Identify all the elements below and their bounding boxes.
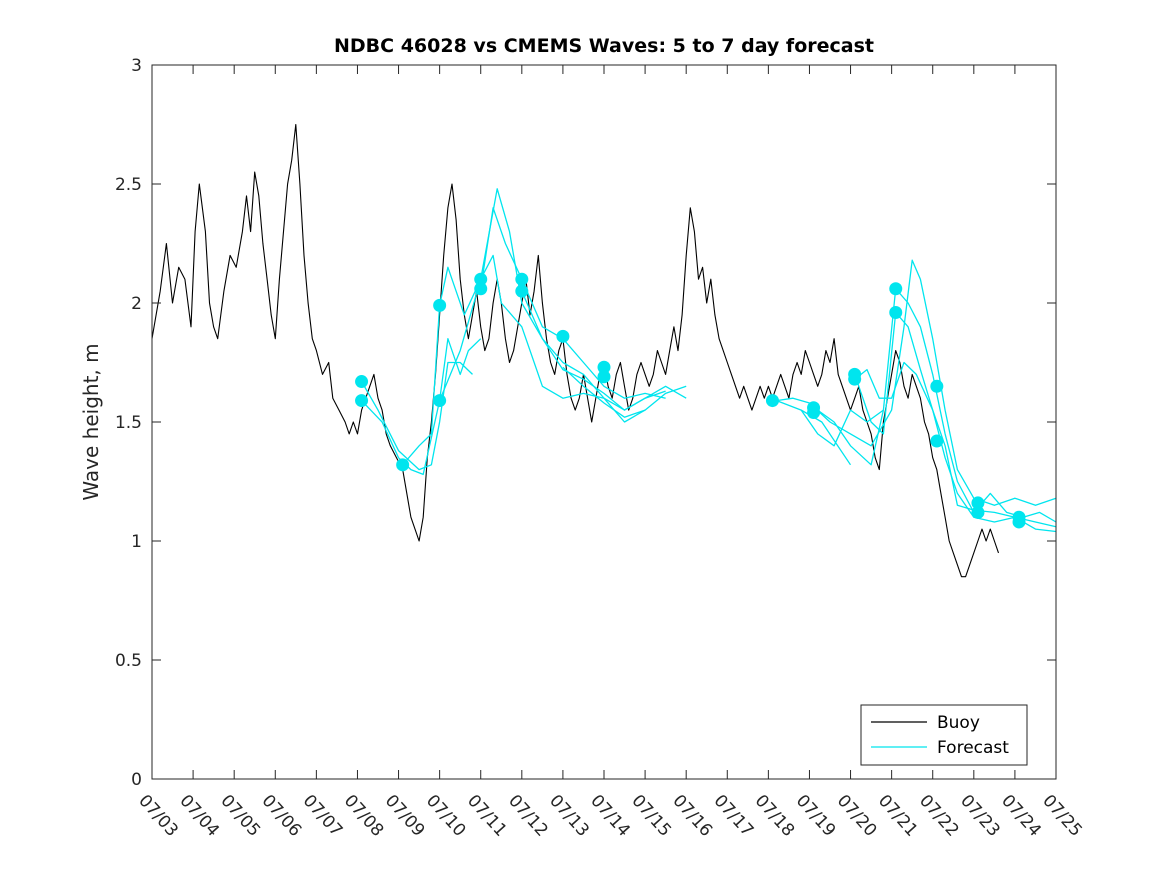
plot-area <box>151 64 1057 780</box>
forecast-series-line-0 <box>361 361 473 471</box>
forecast-marker-2 <box>396 458 410 472</box>
forecast-marker-18 <box>889 306 903 320</box>
forecast-marker-5 <box>474 272 488 286</box>
x-tick-label-20: 07/23 <box>956 791 1004 841</box>
forecast-marker-8 <box>515 284 529 298</box>
forecast-series-line-3 <box>438 188 687 411</box>
y-tick-label-1: 0.5 <box>115 651 142 671</box>
x-tick-label-16: 07/19 <box>792 791 840 841</box>
x-tick-label-18: 07/21 <box>874 791 922 841</box>
x-tick-label-19: 07/22 <box>915 791 963 841</box>
x-tick-label-6: 07/09 <box>381 791 429 841</box>
x-tick-label-7: 07/10 <box>422 791 470 841</box>
chart-title: NDBC 46028 vs CMEMS Waves: 5 to 7 day fo… <box>334 35 874 57</box>
x-tick-label-1: 07/04 <box>175 791 223 841</box>
legend-buoy-label: Buoy <box>937 713 980 733</box>
legend-box <box>860 704 1028 766</box>
x-tick-label-11: 07/14 <box>586 791 634 841</box>
x-tick-label-2: 07/05 <box>216 791 264 841</box>
forecast-marker-17 <box>889 282 903 296</box>
forecast-series-line-5 <box>521 290 666 411</box>
forecast-marker-19 <box>930 379 944 393</box>
x-tick-label-3: 07/06 <box>258 791 306 841</box>
forecast-series-line-2 <box>402 254 687 466</box>
x-tick-label-13: 07/16 <box>668 791 716 841</box>
y-tick-label-4: 2 <box>131 294 142 314</box>
forecast-marker-12 <box>765 394 779 408</box>
y-tick-label-2: 1 <box>131 532 142 552</box>
legend: Buoy Forecast <box>860 704 1028 766</box>
forecast-marker-3 <box>433 298 447 312</box>
x-tick-label-12: 07/15 <box>627 791 675 841</box>
forecast-series-line-6 <box>562 366 646 418</box>
forecast-marker-10 <box>597 360 611 374</box>
forecast-marker-21 <box>971 496 985 510</box>
x-tick-label-5: 07/08 <box>340 791 388 841</box>
x-tick-label-9: 07/12 <box>504 791 552 841</box>
x-tick-label-0: 07/03 <box>134 791 182 841</box>
x-tick-label-21: 07/24 <box>997 791 1045 841</box>
y-tick-label-0: 0 <box>131 770 142 790</box>
axes-box <box>151 64 1057 780</box>
buoy-series-line <box>151 123 1000 578</box>
forecast-marker-11 <box>597 370 611 384</box>
y-tick-label-6: 3 <box>131 56 142 76</box>
forecast-marker-6 <box>474 282 488 296</box>
forecast-marker-24 <box>1012 515 1026 529</box>
forecast-series-line-1 <box>361 338 482 476</box>
forecast-marker-16 <box>848 372 862 386</box>
forecast-series-line-10 <box>854 361 1057 528</box>
y-axis-ticks: 0 0.5 1 1.5 2 2.5 3 <box>115 56 1056 790</box>
x-tick-label-22: 07/25 <box>1038 791 1086 841</box>
forecast-marker-4 <box>433 394 447 408</box>
x-tick-label-10: 07/13 <box>545 791 593 841</box>
forecast-marker-7 <box>515 272 529 286</box>
forecast-series-line-8 <box>817 288 1057 523</box>
forecast-marker-20 <box>930 434 944 448</box>
legend-forecast-label: Forecast <box>937 738 1009 758</box>
forecast-marker-9 <box>556 329 570 343</box>
y-axis-label: Wave height, m <box>79 343 103 500</box>
x-tick-label-8: 07/11 <box>463 791 511 841</box>
y-tick-label-5: 2.5 <box>115 175 142 195</box>
x-tick-label-4: 07/07 <box>299 791 347 841</box>
x-tick-label-17: 07/20 <box>833 791 881 841</box>
forecast-marker-22 <box>971 505 985 519</box>
forecast-series-line-7 <box>776 259 1057 506</box>
x-tick-label-14: 07/17 <box>710 791 758 841</box>
forecast-marker-14 <box>807 405 821 419</box>
y-tick-label-3: 1.5 <box>115 413 142 433</box>
forecast-series-line-4 <box>480 207 666 399</box>
forecast-marker-1 <box>355 394 369 408</box>
forecast-marker-0 <box>355 375 369 389</box>
forecast-series-line-9 <box>854 311 1057 533</box>
forecast-series-line-12 <box>800 409 884 447</box>
x-tick-label-15: 07/18 <box>751 791 799 841</box>
